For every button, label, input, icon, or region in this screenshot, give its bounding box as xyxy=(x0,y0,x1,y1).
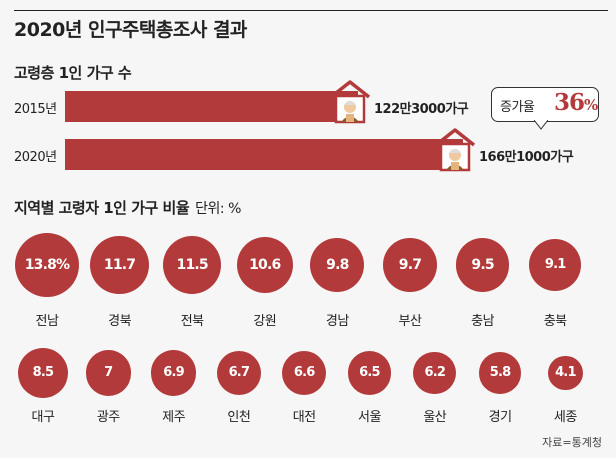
region-ratio-circle: 11.5 xyxy=(162,235,222,295)
region-name-label: 제주 xyxy=(162,410,186,425)
house-with-elderly-icon xyxy=(329,80,371,124)
region-ratio-circle: 9.7 xyxy=(383,238,437,292)
callout-pointer xyxy=(534,120,548,130)
region-name-label: 세종 xyxy=(553,410,577,425)
region-name-label: 대구 xyxy=(31,410,55,425)
household-count-label: 166만1000가구 xyxy=(479,150,574,165)
bar-year-label: 2020년 xyxy=(14,150,57,165)
growth-value: 36% xyxy=(554,89,598,116)
region-name-label: 부산 xyxy=(398,314,422,329)
region-name-label: 울산 xyxy=(423,410,447,425)
region-ratio-circle: 13.8% xyxy=(15,233,79,297)
region-name-label: 대전 xyxy=(292,410,316,425)
region-ratio-circle: 11.7 xyxy=(90,235,150,295)
region-ratio-circle: 6.5 xyxy=(347,351,392,395)
unit-label: 단위: % xyxy=(195,201,241,217)
region-ratio-circle: 4.1 xyxy=(547,355,583,391)
region-ratio-circle: 6.2 xyxy=(413,351,457,395)
source-note: 자료=통계청 xyxy=(542,436,602,449)
region-name-label: 서울 xyxy=(358,410,381,425)
page-title: 2020년 인구주택총조사 결과 xyxy=(14,19,247,41)
region-name-label: 전남 xyxy=(35,314,59,329)
region-ratio-circle: 7 xyxy=(85,350,132,396)
household-count-label: 122만3000가구 xyxy=(374,102,469,117)
region-ratio-circle: 9.8 xyxy=(310,238,365,292)
region-ratio-circle: 9.1 xyxy=(529,239,582,291)
growth-unit: % xyxy=(584,96,598,114)
growth-callout: 증가율 36% xyxy=(491,87,599,130)
region-name-label: 전북 xyxy=(180,314,204,329)
household-bar xyxy=(65,91,358,122)
region-name-label: 경북 xyxy=(108,314,132,329)
region-ratio-circle: 6.9 xyxy=(150,350,197,396)
house-with-elderly-icon xyxy=(434,128,476,172)
region-ratio-circle: 8.5 xyxy=(17,347,69,399)
bar-year-label: 2015년 xyxy=(14,102,57,117)
region-ratio-circle: 5.8 xyxy=(479,352,521,394)
region-ratio-circle: 6.6 xyxy=(282,350,327,396)
region-name-label: 경남 xyxy=(325,314,349,329)
regions-title-text: 지역별 고령자 1인 가구 비율 xyxy=(14,199,190,217)
region-name-label: 충북 xyxy=(543,314,567,329)
section-title-regions: 지역별 고령자 1인 가구 비율 단위: % xyxy=(14,197,241,218)
region-name-label: 충남 xyxy=(471,314,495,329)
growth-number: 36 xyxy=(554,89,585,116)
region-ratio-circle: 9.5 xyxy=(456,238,510,292)
region-name-label: 인천 xyxy=(227,410,251,425)
region-ratio-circle: 10.6 xyxy=(236,236,293,294)
growth-label: 증가율 xyxy=(500,100,535,115)
region-name-label: 경기 xyxy=(488,410,512,425)
region-ratio-circle: 6.7 xyxy=(216,350,262,396)
top-rule xyxy=(14,10,608,11)
region-name-label: 강원 xyxy=(253,314,277,329)
section-title-households: 고령층 1인 가구 수 xyxy=(14,64,132,82)
region-name-label: 광주 xyxy=(96,410,120,425)
household-bar xyxy=(65,139,463,170)
